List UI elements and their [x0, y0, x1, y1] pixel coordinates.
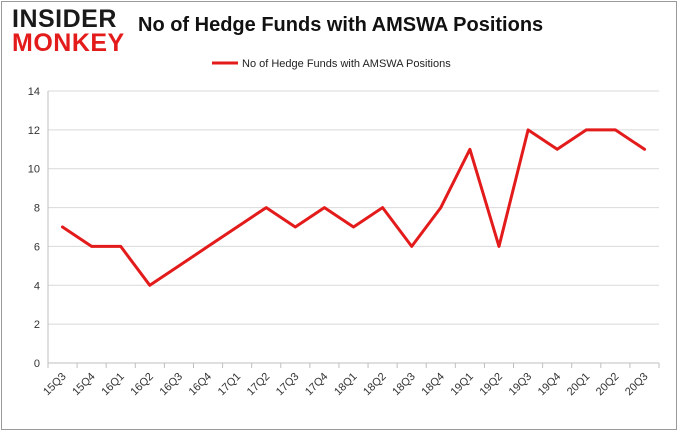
y-tick-label: 6	[34, 241, 40, 253]
x-tick-label: 20Q1	[565, 371, 593, 399]
x-tick-label: 16Q1	[99, 371, 127, 399]
logo-line-1: INSIDER	[12, 5, 117, 33]
series-lines	[61, 128, 646, 287]
x-tick-label: 16Q3	[158, 371, 186, 399]
x-tick-label: 15Q3	[41, 371, 69, 399]
data-point	[206, 245, 210, 248]
data-point	[235, 225, 239, 229]
data-point	[323, 206, 326, 209]
y-tick-label: 12	[28, 125, 40, 137]
y-tick-labels: 0 2 4 6 8 10 12 14	[28, 86, 40, 370]
data-point	[294, 225, 297, 229]
y-tick-label: 14	[28, 86, 40, 98]
data-point	[381, 206, 384, 209]
x-tick-label: 19Q4	[536, 371, 564, 399]
x-tick-label: 16Q2	[128, 371, 156, 399]
data-point	[439, 206, 442, 209]
x-tick-label: 19Q2	[478, 371, 506, 399]
x-tick-label: 19Q3	[507, 371, 535, 399]
x-tick-label: 18Q4	[419, 371, 447, 399]
data-point	[614, 128, 617, 132]
x-tick-label: 17Q4	[303, 371, 331, 399]
legend: No of Hedge Funds with AMSWA Positions	[212, 58, 451, 70]
data-point	[555, 148, 559, 151]
x-tick-label: 19Q1	[448, 371, 476, 399]
data-point	[410, 245, 413, 248]
x-tick-label: 20Q3	[623, 371, 651, 399]
insider-monkey-logo: INSIDER MONKEY	[12, 4, 127, 57]
data-point	[585, 128, 588, 132]
data-point	[352, 225, 355, 229]
y-tick-label: 2	[34, 319, 40, 331]
data-point	[61, 225, 64, 229]
data-point	[148, 284, 152, 287]
x-tick-label: 17Q2	[245, 371, 273, 399]
x-tick-label: 17Q1	[216, 371, 244, 399]
legend-label: No of Hedge Funds with AMSWA Positions	[242, 58, 451, 70]
data-point	[90, 245, 93, 248]
x-tick-label: 18Q3	[390, 371, 418, 399]
x-tick-label: 16Q4	[187, 371, 215, 399]
x-tick-label: 20Q2	[594, 371, 622, 399]
data-point	[526, 128, 530, 132]
data-point	[177, 264, 181, 268]
y-tick-label: 8	[34, 203, 40, 215]
data-point	[643, 148, 646, 151]
axes	[47, 91, 660, 368]
x-tick-labels: 15Q3 15Q4 16Q1 16Q2 16Q3 16Q4 17Q1 17Q2 17Q3 17Q4…	[41, 371, 650, 399]
data-point	[265, 206, 268, 209]
y-tick-label: 10	[28, 164, 40, 176]
logo-line-2: MONKEY	[12, 29, 125, 57]
y-tick-label: 0	[34, 358, 40, 370]
x-tick-label: 18Q1	[332, 371, 360, 399]
x-tick-label: 17Q3	[274, 371, 302, 399]
x-tick-label: 18Q2	[361, 371, 389, 399]
chart-title: No of Hedge Funds with AMSWA Positions	[138, 14, 544, 36]
y-tick-label: 4	[34, 280, 40, 292]
data-point	[119, 245, 122, 248]
data-point	[497, 245, 501, 248]
data-point	[468, 148, 472, 151]
x-tick-label: 15Q4	[70, 371, 98, 399]
